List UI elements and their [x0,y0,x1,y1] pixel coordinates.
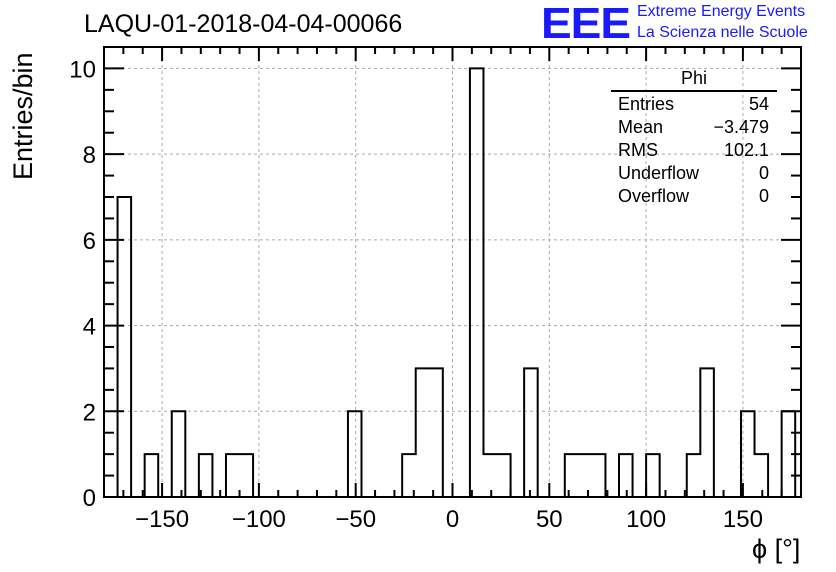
x-axis-label: ϕ [°] [752,534,801,564]
histogram-bar [416,368,430,497]
histogram-bar [497,454,511,497]
histogram-bars [104,67,797,498]
y-tick-label: 10 [69,56,96,83]
stats-row-overflow: Overflow 0 [611,185,777,208]
stats-value: 54 [748,94,769,114]
stats-box: Phi Entries 54 Mean −3.479 RMS 102.1 Und… [611,68,777,208]
x-tick-label: −50 [335,506,376,533]
stats-value: 0 [758,186,769,206]
histogram-bar [172,411,186,497]
histogram-bar [429,368,443,497]
grid-lines [104,47,801,498]
histogram-bar [226,454,240,497]
histogram-bar [687,454,701,497]
stats-label: Underflow [618,163,700,183]
histogram-bar [700,368,714,497]
tick-labels: −150 −100 −50 0 50 100 150 0 2 4 6 8 10 [69,56,763,533]
x-tick-label: −150 [135,506,189,533]
chart-title: LAQU-01-2018-04-04-00066 [84,10,403,38]
stats-row-rms: RMS 102.1 [611,139,777,162]
histogram-bar [240,454,254,497]
stats-value: 0 [758,163,769,183]
stats-label: Entries [618,94,675,114]
y-tick-label: 8 [83,142,96,169]
histogram-bar [592,454,606,497]
stats-label: RMS [618,140,658,160]
stats-value: 102.1 [723,140,769,160]
axis-ticks [104,47,801,498]
y-tick-label: 2 [83,399,96,426]
y-axis-label: Entries/bin [8,52,38,180]
histogram-bar [646,454,660,497]
x-tick-label: 50 [536,506,563,533]
x-tick-label: 150 [723,506,763,533]
histogram-outline [104,67,797,498]
logo-text-line1: Extreme Energy Events [637,3,806,20]
stats-row-entries: Entries 54 [611,93,777,116]
histogram-bar [578,454,592,497]
stats-value: −3.479 [713,117,769,137]
y-tick-label: 4 [83,314,96,341]
eee-logo: EEE [541,0,631,48]
histogram-bar [524,368,538,497]
x-tick-label: −100 [232,506,286,533]
histogram-bar [118,197,132,497]
stats-title: Phi [611,68,777,92]
x-tick-label: 100 [626,506,666,533]
histogram-bar [145,454,159,497]
histogram-bar [565,454,579,497]
stats-row-underflow: Underflow 0 [611,162,777,185]
stats-row-mean: Mean −3.479 [611,116,777,139]
stats-label: Overflow [618,186,690,206]
histogram-bar [470,68,484,497]
logo-text-line2: La Scienza nelle Scuole [637,24,808,41]
y-tick-label: 0 [83,485,96,512]
x-tick-label: 0 [446,506,459,533]
stats-label: Mean [618,117,664,137]
y-tick-label: 6 [83,228,96,255]
